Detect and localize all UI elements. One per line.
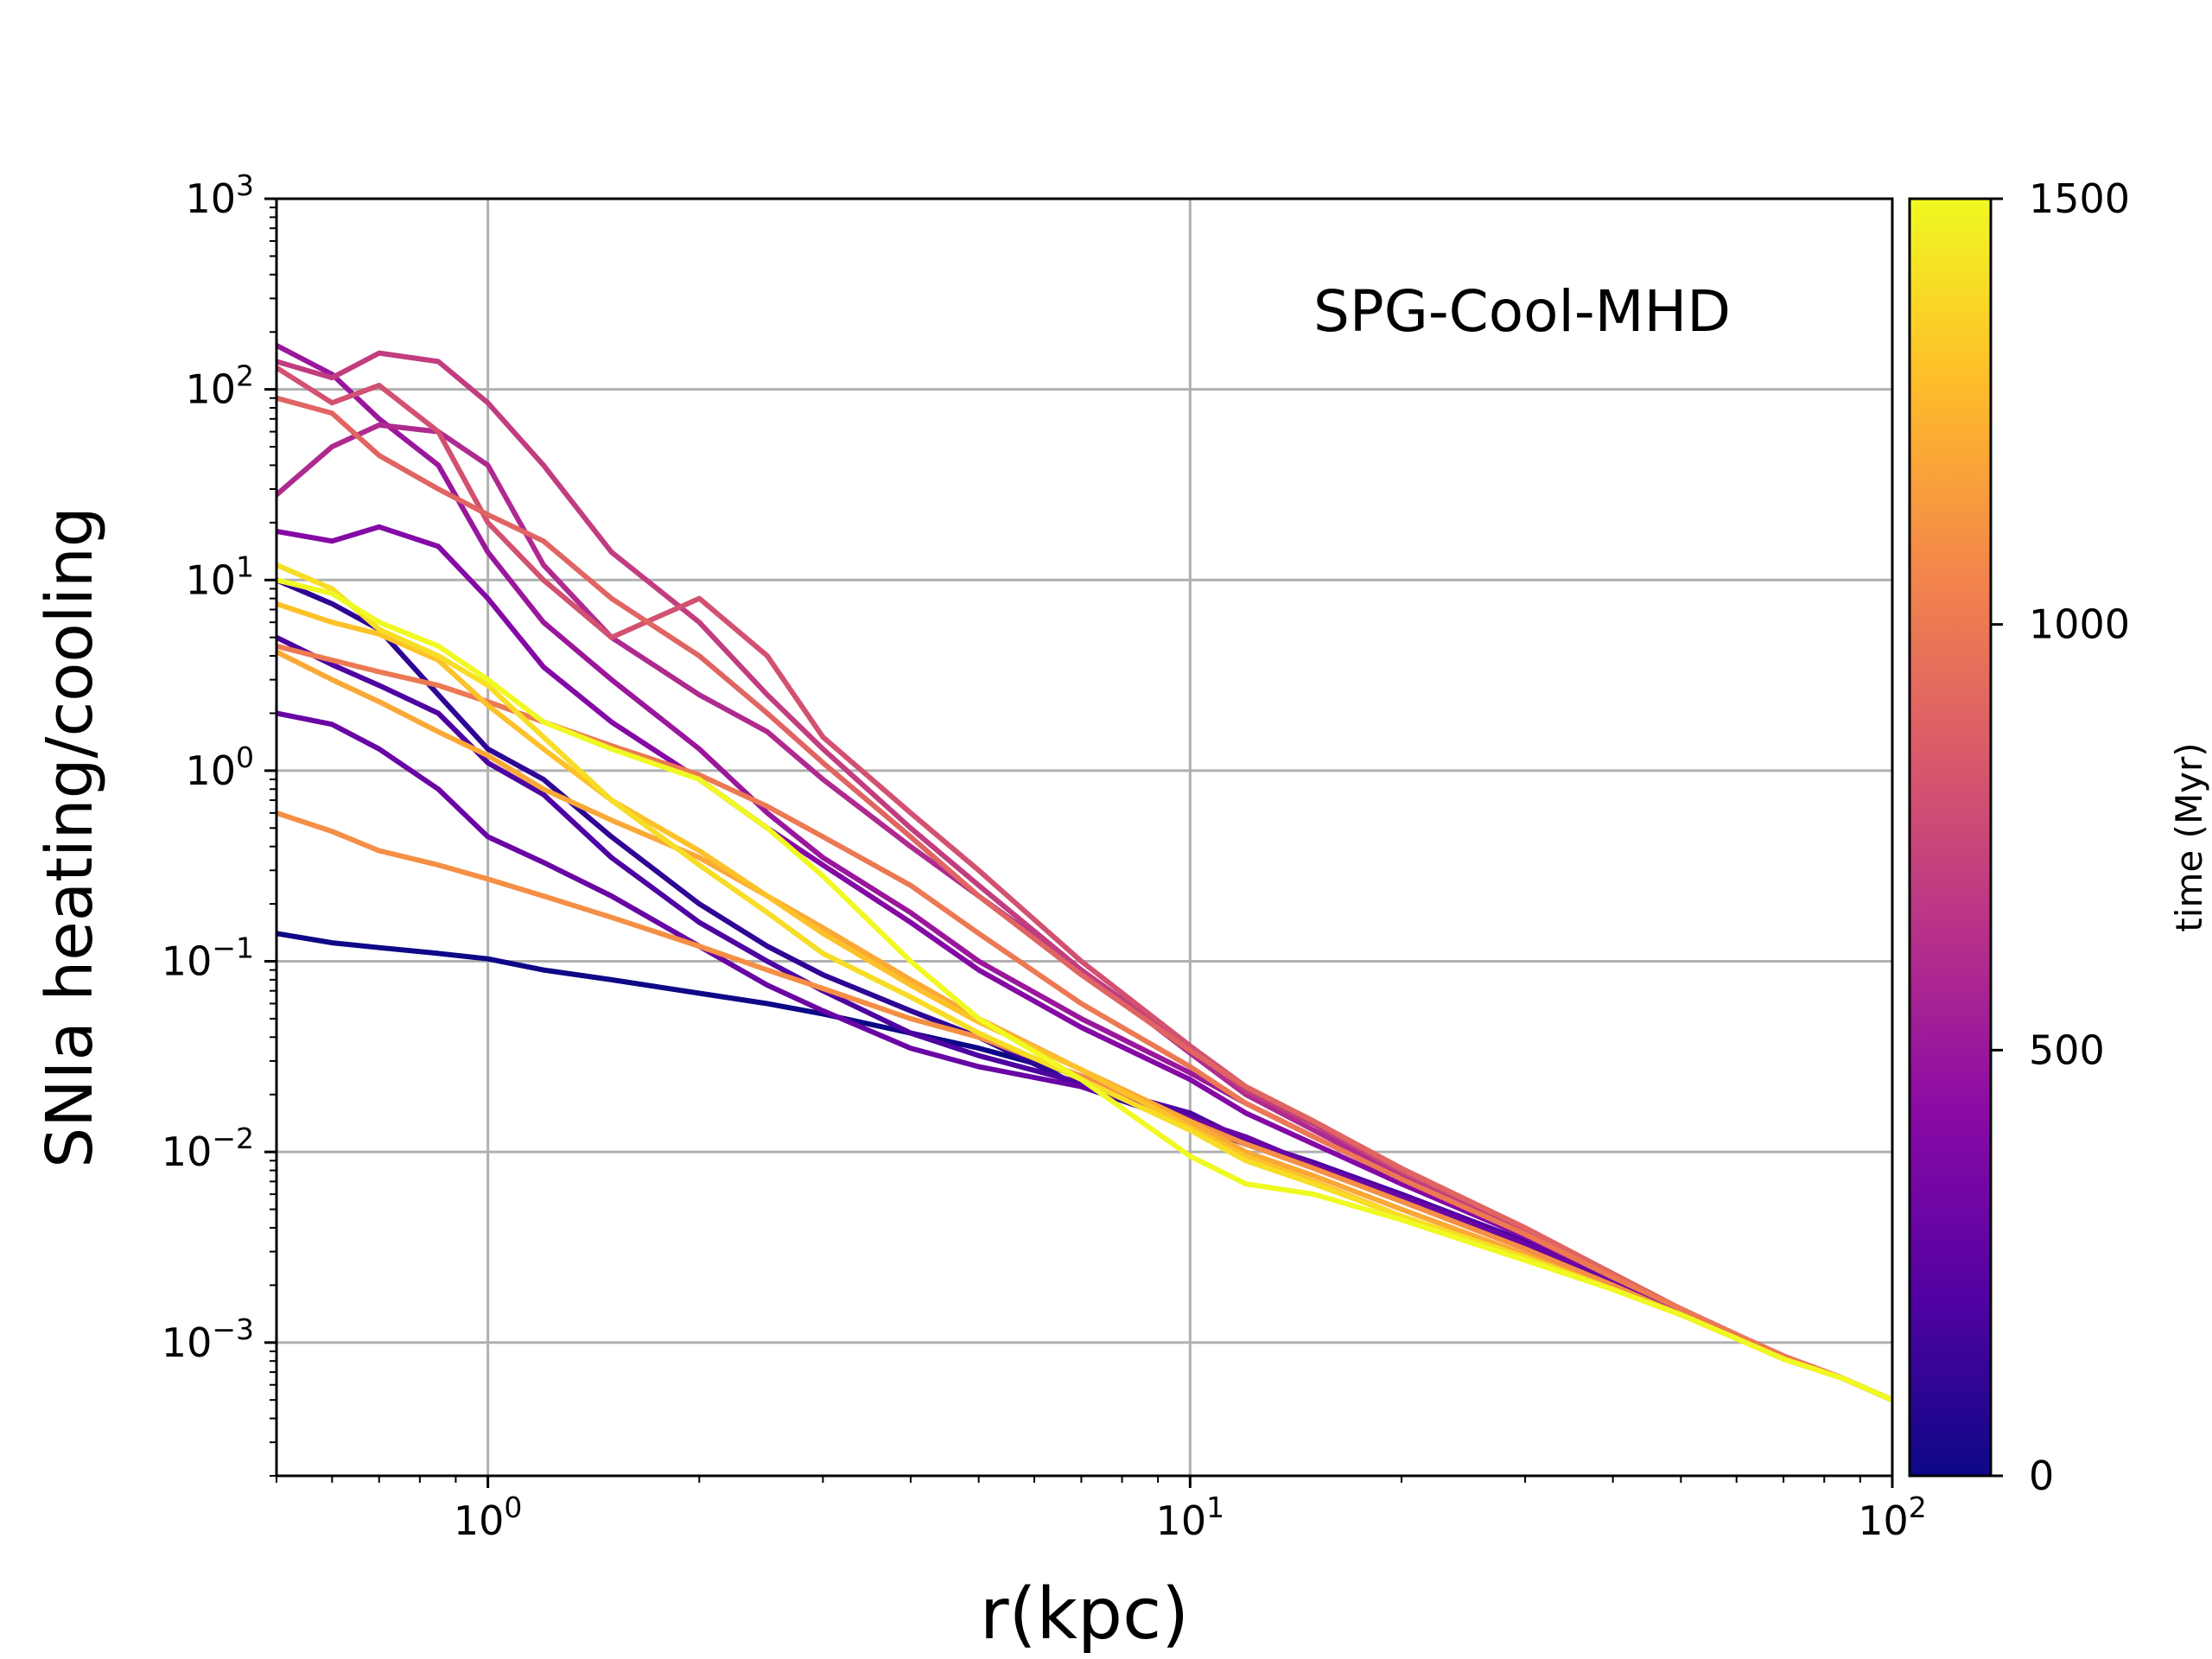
y-tick-label: 10−2 xyxy=(162,1122,254,1175)
annotation-label: SPG-Cool-MHD xyxy=(1313,278,1731,345)
y-tick-label: 10−3 xyxy=(162,1313,254,1366)
x-axis-label: r(kpc) xyxy=(980,1573,1189,1656)
y-tick-label: 102 xyxy=(185,359,254,413)
series-line xyxy=(276,395,1892,1403)
colorbar-tick-label: 1500 xyxy=(2029,175,2130,222)
axis-ticks xyxy=(264,197,1894,1488)
colorbar-tick-label: 0 xyxy=(2029,1452,2054,1499)
tick-labels: 100 101 102 10−3 10−2 10−1 100 101 102 103 xyxy=(162,168,1927,1544)
x-tick-label: 102 xyxy=(1858,1491,1927,1544)
series-line xyxy=(276,342,1892,1403)
grid xyxy=(276,197,1894,1476)
y-tick-label: 103 xyxy=(185,168,254,222)
colorbar-tick-label: 500 xyxy=(2029,1027,2105,1073)
colorbar-label: time (Myr) xyxy=(2168,742,2210,931)
plot-frame xyxy=(275,197,1894,1478)
colorbar-ticks: 0 500 1000 1500 xyxy=(1991,175,2130,1499)
y-tick-label: 10−1 xyxy=(162,931,254,985)
colorbar xyxy=(1908,197,1993,1478)
y-axis-label: SNIa heating/cooling xyxy=(33,506,107,1167)
y-tick-label: 101 xyxy=(185,550,254,603)
series-line xyxy=(276,810,1892,1403)
x-tick-label: 101 xyxy=(1156,1491,1225,1544)
series-line xyxy=(276,577,1892,1403)
y-tick-label: 100 xyxy=(185,741,254,794)
series-line xyxy=(276,422,1892,1403)
x-tick-label: 100 xyxy=(454,1491,523,1544)
colorbar-tick-label: 1000 xyxy=(2029,601,2130,648)
series-lines xyxy=(276,342,1892,1403)
series-line xyxy=(276,562,1892,1403)
series-line xyxy=(276,350,1892,1403)
series-line xyxy=(276,601,1892,1403)
